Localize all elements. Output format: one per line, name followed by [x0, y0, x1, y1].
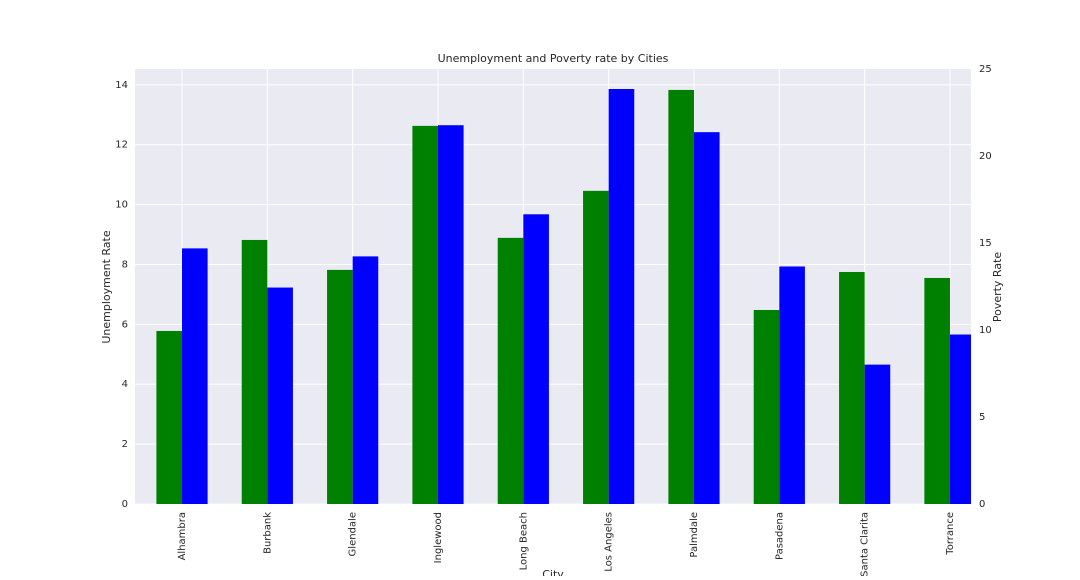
y-tick-label: 6	[122, 319, 128, 330]
bar	[779, 266, 805, 504]
x-tick-label: Torrance	[945, 512, 956, 556]
y2-axis-label: Poverty Rate	[991, 252, 1004, 323]
x-tick-label: Santa Clarita	[860, 512, 871, 576]
bar	[182, 248, 208, 504]
bar	[156, 330, 182, 504]
y2-tick-label: 15	[979, 238, 992, 249]
x-tick-label: Pasadena	[774, 512, 785, 560]
y-tick-label: 0	[122, 499, 128, 510]
y2-tick-label: 20	[979, 151, 992, 162]
y-axis-label: Unemployment Rate	[100, 230, 113, 344]
x-tick-label: Burbank	[262, 512, 273, 554]
y-tick-label: 10	[115, 200, 128, 211]
bar	[352, 256, 379, 504]
bar	[267, 287, 293, 504]
y2-tick-label: 25	[979, 64, 992, 75]
x-axis-label: City	[542, 568, 564, 576]
bar	[949, 334, 971, 504]
bar	[583, 190, 609, 504]
bar	[924, 277, 950, 504]
y-tick-label: 2	[122, 439, 128, 450]
bar	[497, 237, 524, 504]
bar	[437, 125, 464, 504]
bar	[839, 271, 865, 504]
y-tick-label: 14	[115, 80, 128, 91]
chart-title: Unemployment and Poverty rate by Cities	[438, 52, 669, 65]
x-tick-label: Inglewood	[433, 512, 444, 563]
y2-tick-label: 5	[979, 412, 985, 423]
y-tick-label: 8	[122, 259, 128, 270]
bar	[753, 310, 780, 504]
bar	[864, 364, 891, 504]
x-tick-label: Glendale	[348, 512, 359, 556]
x-tick-label: Long Beach	[518, 512, 529, 570]
bar	[412, 125, 438, 504]
bar	[668, 89, 694, 504]
bar	[241, 239, 268, 504]
bar	[608, 89, 635, 504]
x-tick-label: Los Angeles	[604, 512, 615, 572]
bar	[693, 132, 720, 504]
bar	[523, 214, 549, 504]
x-tick-label: Alhambra	[177, 512, 188, 560]
y-tick-label: 4	[122, 379, 128, 390]
y2-tick-label: 0	[979, 499, 985, 510]
y2-tick-label: 10	[979, 325, 992, 336]
y-tick-label: 12	[115, 140, 128, 151]
bar	[327, 269, 353, 504]
x-tick-label: Palmdale	[689, 512, 700, 558]
